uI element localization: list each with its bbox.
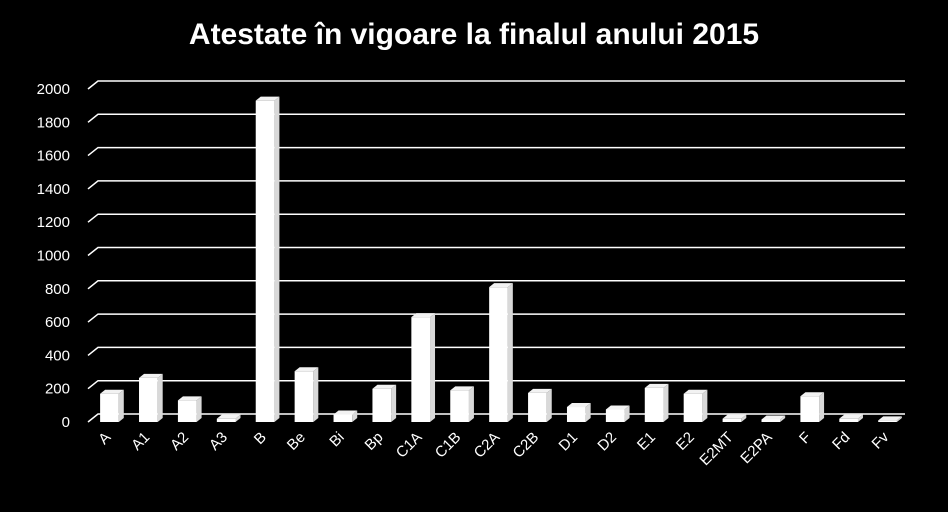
y-tick-label: 400 — [45, 347, 70, 364]
gridline — [87, 313, 905, 323]
bar — [294, 367, 319, 422]
y-tick-label: 600 — [45, 314, 70, 331]
y-tick-label: 1000 — [37, 248, 70, 265]
x-tick-label: E1 — [634, 429, 659, 454]
y-tick-label: 1600 — [37, 148, 70, 165]
x-tick-label: E2 — [673, 429, 698, 454]
chart-title: Atestate în vigoare la finalul anului 20… — [188, 18, 760, 51]
gridlines — [87, 80, 905, 423]
bar — [683, 389, 708, 422]
bar — [528, 388, 552, 422]
bar — [839, 414, 863, 422]
x-tick-label: A1 — [128, 429, 153, 454]
y-tick-label: 1400 — [37, 181, 70, 198]
bar — [139, 373, 163, 422]
gridline — [87, 280, 905, 290]
bar — [566, 403, 591, 422]
bar — [489, 283, 513, 422]
y-axis-ticks: 0 200 400 600 800 1000 1200 1400 1600 1800 2000 — [37, 81, 70, 431]
bar — [800, 392, 825, 422]
gridline — [87, 146, 905, 157]
y-tick-label: 2000 — [37, 81, 70, 98]
x-tick-label: C1A — [393, 429, 426, 462]
x-tick-label: E2MT — [696, 429, 736, 469]
x-tick-label: E2PA — [737, 429, 775, 467]
x-tick-label: Bi — [326, 429, 347, 450]
gridline — [87, 213, 905, 223]
y-tick-label: 200 — [45, 381, 70, 398]
bar — [100, 389, 124, 422]
bars — [100, 96, 902, 422]
y-tick-label: 1800 — [37, 114, 70, 131]
x-tick-label: Fv — [869, 428, 893, 452]
bar — [177, 396, 202, 422]
bar — [450, 386, 474, 422]
x-tick-label: D1 — [556, 429, 582, 455]
y-tick-label: 1200 — [37, 214, 70, 231]
gridline — [87, 246, 905, 257]
bar — [333, 410, 358, 422]
bar — [722, 414, 747, 422]
x-tick-label: C2B — [510, 429, 543, 462]
x-tick-label: B — [251, 429, 270, 448]
bar — [761, 415, 786, 422]
bar — [372, 384, 397, 422]
x-tick-label: A — [95, 429, 114, 448]
bar — [644, 383, 669, 422]
x-tick-label: A2 — [167, 429, 192, 454]
y-tick-label: 800 — [45, 281, 70, 298]
x-tick-label: F — [796, 429, 815, 448]
x-tick-label: C2A — [471, 429, 504, 462]
bar — [255, 96, 280, 422]
x-tick-label: D2 — [594, 429, 620, 455]
gridline — [87, 180, 905, 190]
gridline — [87, 413, 905, 423]
x-tick-label: A3 — [206, 429, 231, 454]
bar — [605, 405, 630, 422]
y-tick-label: 0 — [62, 414, 70, 431]
bar — [878, 416, 902, 422]
gridline — [87, 80, 905, 90]
x-tick-label: Be — [284, 429, 309, 454]
gridline — [87, 113, 905, 123]
x-tick-label: Fd — [829, 429, 853, 453]
x-tick-label: Bp — [362, 429, 387, 454]
x-tick-label: C1B — [432, 429, 465, 462]
bar — [216, 414, 241, 422]
gridline — [87, 346, 905, 356]
gridline — [87, 379, 905, 390]
bar — [411, 313, 436, 422]
